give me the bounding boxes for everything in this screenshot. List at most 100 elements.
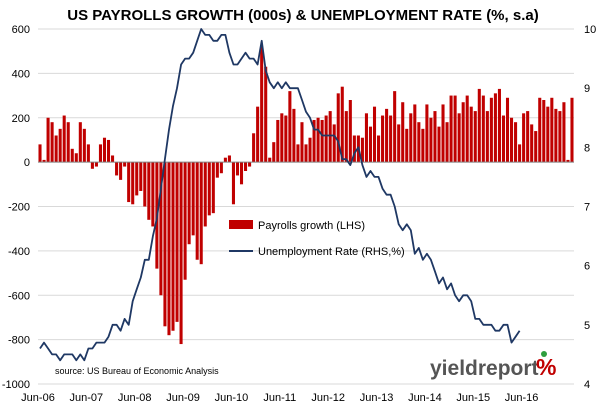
payroll-bar	[58, 128, 62, 163]
payroll-bar	[332, 124, 336, 163]
payroll-bars	[38, 46, 574, 345]
payroll-bar	[151, 162, 155, 227]
payroll-bar	[292, 108, 296, 163]
x-tick-label: Jun-06	[21, 392, 55, 404]
payroll-bar	[256, 106, 260, 163]
payroll-bar	[159, 162, 163, 296]
payroll-bar	[401, 102, 405, 163]
payroll-bar	[530, 124, 534, 163]
payroll-bar	[352, 135, 356, 163]
right-tick-label: 10	[584, 24, 596, 36]
payroll-bar	[199, 162, 203, 265]
right-tick-label: 7	[584, 202, 590, 214]
payroll-bar	[223, 157, 227, 163]
payroll-bar	[147, 162, 151, 220]
payroll-bar	[316, 117, 320, 163]
payroll-bar	[300, 122, 304, 163]
payroll-bar	[501, 115, 506, 163]
left-tick-label: -400	[8, 246, 30, 258]
payroll-bar	[413, 104, 417, 163]
payroll-bar	[461, 102, 465, 163]
payroll-bar	[433, 111, 437, 163]
payroll-bar	[449, 95, 453, 163]
payroll-bar	[421, 128, 425, 163]
payroll-bar	[131, 162, 135, 205]
x-tick-label: Jun-14	[408, 392, 442, 404]
payroll-bar	[546, 106, 550, 163]
payroll-bar	[191, 162, 195, 236]
payroll-bar	[437, 126, 441, 163]
payroll-bar	[42, 159, 46, 163]
x-tick-label: Jun-09	[166, 392, 200, 404]
left-tick-label: 200	[12, 113, 30, 125]
payroll-bar	[308, 137, 312, 163]
payroll-bar	[272, 142, 276, 163]
payroll-bar	[187, 162, 191, 245]
payroll-bar	[328, 111, 332, 163]
payroll-bar	[179, 162, 183, 345]
payroll-bar	[219, 162, 223, 174]
payroll-bar	[473, 111, 477, 163]
payroll-bar	[203, 162, 207, 227]
payroll-bar	[554, 108, 558, 163]
chart-title: US PAYROLLS GROWTH (000s) & UNEMPLOYMENT…	[67, 7, 538, 24]
payroll-bar	[115, 162, 119, 176]
payroll-bar	[312, 119, 316, 163]
payroll-bar	[481, 95, 485, 163]
left-tick-label: -200	[8, 202, 30, 214]
payroll-bar	[344, 111, 348, 163]
payroll-bar	[248, 162, 252, 167]
payroll-bar	[562, 102, 566, 163]
payroll-bar	[46, 117, 50, 163]
unemployment-line	[39, 28, 521, 362]
payroll-bar	[139, 162, 143, 191]
logo-percent-mark: %	[536, 354, 556, 380]
payroll-bar	[518, 144, 522, 163]
payroll-bar	[453, 95, 457, 163]
x-tick-label: Jun-13	[360, 392, 394, 404]
x-tick-label: Jun-10	[215, 392, 249, 404]
right-tick-label: 9	[584, 83, 590, 95]
payroll-bar	[252, 133, 256, 163]
payroll-bar	[429, 117, 433, 163]
payroll-bar	[167, 162, 171, 336]
x-tick-label: Jun-15	[456, 392, 490, 404]
payroll-bar	[441, 104, 445, 163]
payroll-bar	[102, 137, 107, 163]
payroll-bar	[183, 162, 187, 280]
payroll-bar	[111, 155, 115, 163]
payroll-bar	[566, 159, 570, 163]
payroll-bar	[78, 122, 82, 163]
payroll-bar	[445, 122, 449, 163]
left-tick-label: 0	[24, 157, 30, 169]
payroll-bar	[276, 119, 280, 163]
payroll-bar	[135, 162, 139, 196]
left-axis-ticks: 600 400 200 0 -200 -400 -600 -800 -1000	[2, 24, 30, 391]
payroll-bar	[163, 162, 167, 327]
payroll-bar	[296, 144, 300, 163]
payroll-bar	[522, 113, 526, 163]
left-tick-label: -1000	[2, 379, 30, 391]
payroll-bar	[364, 113, 368, 163]
right-tick-label: 5	[584, 320, 590, 332]
payroll-bar	[389, 115, 393, 163]
payroll-bar	[82, 128, 86, 163]
x-tick-label: Jun-08	[118, 392, 152, 404]
payroll-bar	[215, 162, 219, 178]
payroll-bar	[175, 162, 179, 322]
payroll-bar	[106, 139, 111, 163]
payroll-bar	[514, 122, 518, 163]
legend-label-payrolls: Payrolls growth (LHS)	[258, 220, 365, 232]
payroll-bar	[207, 162, 211, 216]
payroll-bar	[505, 97, 510, 163]
payroll-bar	[336, 93, 340, 163]
payroll-bar	[397, 124, 401, 163]
legend-swatch-payrolls	[229, 220, 253, 229]
payroll-bar	[235, 162, 240, 176]
payroll-bar	[457, 113, 461, 163]
x-tick-label: Jun-11	[263, 392, 296, 404]
legend-label-unemployment: Unemployment Rate (RHS,%)	[258, 246, 405, 258]
payroll-bar	[510, 117, 514, 163]
payroll-bar	[90, 162, 94, 169]
